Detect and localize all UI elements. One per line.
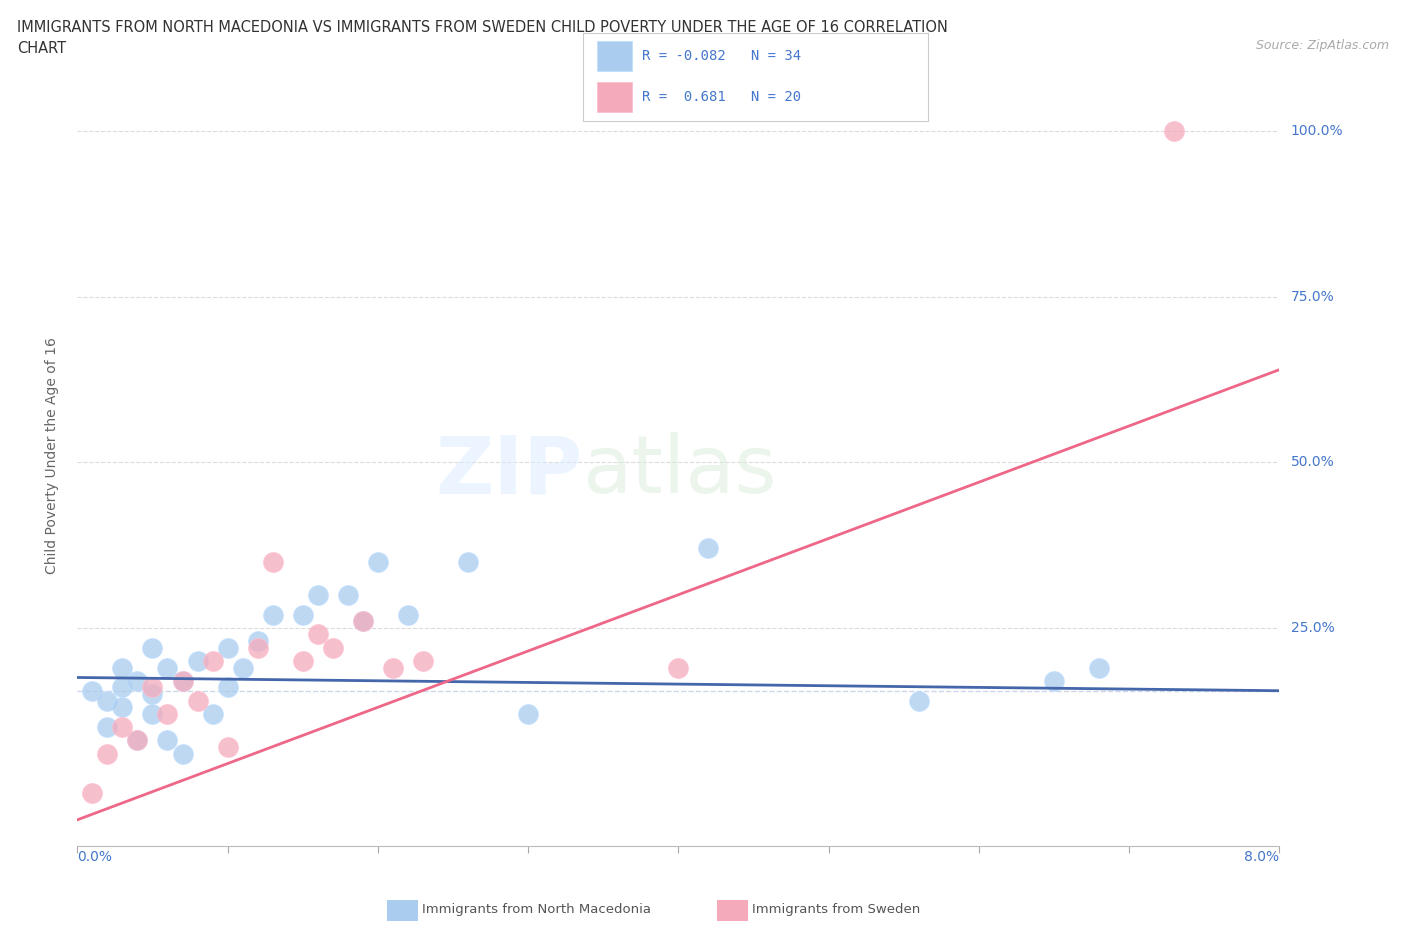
Point xyxy=(201,707,224,722)
Point xyxy=(412,654,434,669)
Point xyxy=(217,680,239,695)
Point xyxy=(322,640,344,655)
Bar xyxy=(598,42,631,72)
Point xyxy=(262,607,284,622)
Point xyxy=(156,707,179,722)
Point xyxy=(96,746,118,761)
Point xyxy=(111,720,134,735)
Point xyxy=(668,660,690,675)
Text: 8.0%: 8.0% xyxy=(1244,850,1279,864)
Text: ZIP: ZIP xyxy=(434,432,582,511)
Text: R = -0.082   N = 34: R = -0.082 N = 34 xyxy=(643,49,801,63)
Text: 25.0%: 25.0% xyxy=(1291,621,1334,635)
Text: IMMIGRANTS FROM NORTH MACEDONIA VS IMMIGRANTS FROM SWEDEN CHILD POVERTY UNDER TH: IMMIGRANTS FROM NORTH MACEDONIA VS IMMIG… xyxy=(17,20,948,35)
Point xyxy=(352,614,374,629)
Point xyxy=(172,746,194,761)
Point xyxy=(141,640,163,655)
Point xyxy=(291,607,314,622)
Point xyxy=(172,673,194,688)
Point xyxy=(232,660,254,675)
Point xyxy=(697,541,720,556)
Point xyxy=(1088,660,1111,675)
Point xyxy=(141,686,163,701)
Point xyxy=(396,607,419,622)
Point xyxy=(908,693,931,708)
Point xyxy=(457,554,479,569)
Point xyxy=(367,554,389,569)
Point xyxy=(96,720,118,735)
Text: 50.0%: 50.0% xyxy=(1291,456,1334,470)
Point xyxy=(201,654,224,669)
Bar xyxy=(598,82,631,112)
Point xyxy=(141,707,163,722)
Point xyxy=(111,700,134,715)
Point xyxy=(127,673,149,688)
Text: Source: ZipAtlas.com: Source: ZipAtlas.com xyxy=(1256,39,1389,52)
Point xyxy=(307,587,329,602)
Text: 0.0%: 0.0% xyxy=(77,850,112,864)
Text: Immigrants from North Macedonia: Immigrants from North Macedonia xyxy=(422,903,651,916)
Point xyxy=(336,587,359,602)
Point xyxy=(1043,673,1066,688)
Point xyxy=(111,660,134,675)
Point xyxy=(246,640,269,655)
Point xyxy=(82,786,104,801)
Point xyxy=(156,733,179,748)
Text: CHART: CHART xyxy=(17,41,66,56)
Point xyxy=(517,707,540,722)
Point xyxy=(111,680,134,695)
Text: R =  0.681   N = 20: R = 0.681 N = 20 xyxy=(643,90,801,104)
Point xyxy=(127,733,149,748)
Point xyxy=(172,673,194,688)
Text: 100.0%: 100.0% xyxy=(1291,125,1343,139)
Point xyxy=(156,660,179,675)
Point xyxy=(291,654,314,669)
Point xyxy=(127,733,149,748)
Text: 75.0%: 75.0% xyxy=(1291,290,1334,304)
Point xyxy=(141,680,163,695)
Point xyxy=(217,739,239,754)
Point xyxy=(82,684,104,698)
Point xyxy=(217,640,239,655)
Point xyxy=(186,654,209,669)
Point xyxy=(246,633,269,648)
Point xyxy=(352,614,374,629)
Point xyxy=(381,660,404,675)
Point xyxy=(262,554,284,569)
Text: Immigrants from Sweden: Immigrants from Sweden xyxy=(752,903,921,916)
Point xyxy=(1163,124,1185,139)
Text: atlas: atlas xyxy=(582,432,776,511)
Y-axis label: Child Poverty Under the Age of 16: Child Poverty Under the Age of 16 xyxy=(45,338,59,574)
Point xyxy=(307,627,329,642)
Point xyxy=(96,693,118,708)
Point xyxy=(186,693,209,708)
